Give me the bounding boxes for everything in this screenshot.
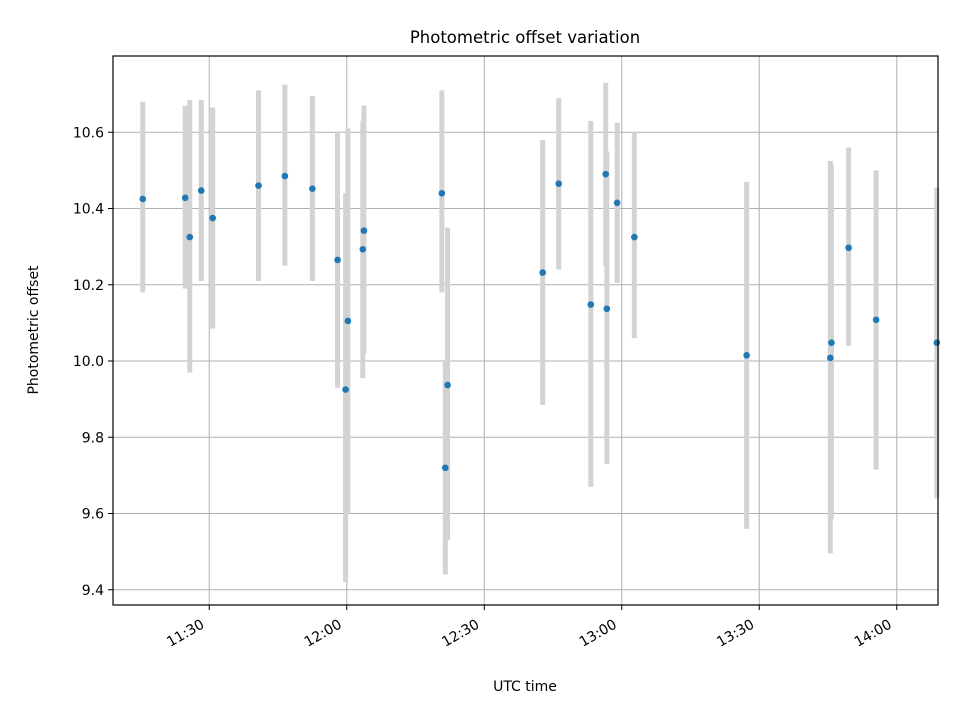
x-axis-label: UTC time bbox=[493, 679, 557, 695]
plot-frame bbox=[112, 55, 939, 606]
x-tick-label: 12:30 bbox=[439, 617, 482, 651]
data-point bbox=[555, 180, 563, 188]
y-tick-label: 9.8 bbox=[82, 430, 104, 446]
data-point bbox=[438, 189, 446, 197]
data-point bbox=[344, 317, 352, 325]
y-tick-label: 10.4 bbox=[73, 202, 104, 218]
y-tick-label: 9.4 bbox=[82, 583, 104, 599]
x-tick-label: 13:30 bbox=[714, 617, 757, 651]
data-point bbox=[587, 301, 595, 308]
y-axis-ticks: 9.4 9.6 9.8 10.0 10.2 10.4 10.6 bbox=[73, 125, 113, 599]
data-point bbox=[826, 354, 834, 362]
data-point bbox=[631, 233, 638, 241]
data-point bbox=[441, 464, 449, 472]
data-point bbox=[309, 185, 316, 192]
x-tick-label: 14:00 bbox=[852, 617, 895, 651]
data-point bbox=[334, 256, 341, 264]
data-point bbox=[359, 245, 367, 253]
data-point bbox=[603, 305, 611, 313]
y-tick-label: 10.0 bbox=[73, 354, 104, 370]
chart-title: Photometric offset variation bbox=[410, 28, 640, 47]
y-tick-label: 10.6 bbox=[73, 125, 104, 141]
y-tick-label: 9.6 bbox=[82, 507, 104, 523]
data-point bbox=[197, 187, 205, 194]
data-point bbox=[281, 172, 289, 180]
data-point bbox=[743, 351, 750, 359]
data-point bbox=[209, 214, 216, 222]
y-tick-label: 10.2 bbox=[73, 278, 104, 294]
data-point bbox=[613, 199, 621, 207]
data-point bbox=[342, 386, 349, 393]
x-tick-label: 11:30 bbox=[164, 617, 207, 651]
y-axis-label: Photometric offset bbox=[26, 265, 42, 395]
data-point bbox=[933, 339, 941, 347]
data-point bbox=[602, 170, 610, 178]
x-tick-label: 13:00 bbox=[577, 617, 620, 651]
data-point bbox=[360, 227, 368, 234]
data-point bbox=[539, 269, 546, 276]
data-point bbox=[444, 381, 451, 389]
data-point bbox=[255, 182, 262, 189]
data-point bbox=[181, 194, 189, 202]
data-point bbox=[872, 316, 880, 324]
data-point bbox=[139, 195, 147, 203]
x-axis-ticks: 11:30 12:00 12:30 13:00 13:30 14:00 bbox=[164, 605, 898, 651]
data-point bbox=[828, 339, 835, 347]
data-point bbox=[186, 233, 194, 241]
x-tick-label: 12:00 bbox=[302, 617, 345, 651]
grid-lines bbox=[113, 56, 938, 605]
data-points bbox=[139, 170, 941, 472]
error-bars bbox=[140, 82, 940, 583]
data-point bbox=[845, 244, 852, 252]
